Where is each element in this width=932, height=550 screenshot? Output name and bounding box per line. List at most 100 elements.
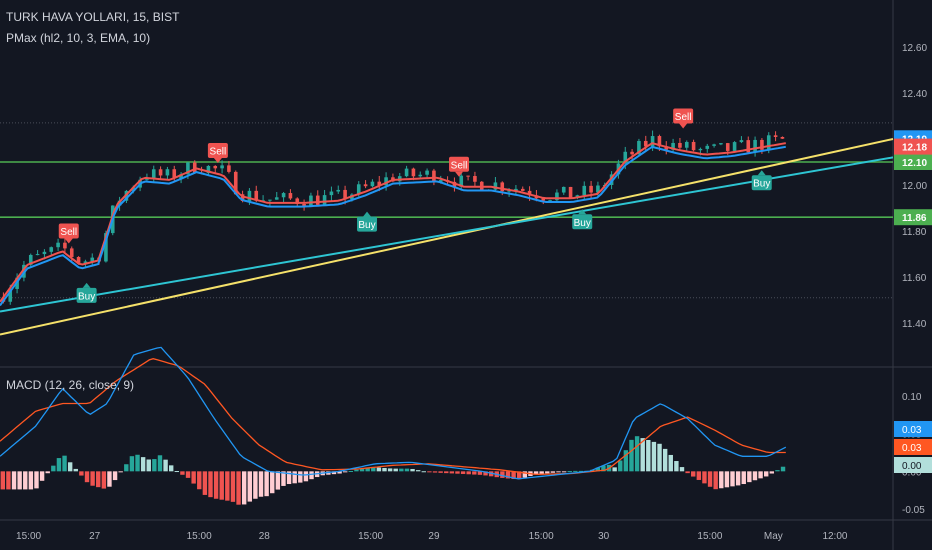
macd-histogram-bar (455, 471, 460, 474)
macd-histogram-bar (309, 471, 314, 480)
candle-body (555, 192, 559, 201)
candle-body (760, 139, 764, 150)
pmax-line (0, 142, 786, 303)
x-tick-label: 15:00 (697, 531, 722, 542)
macd-histogram-bar (438, 471, 443, 473)
candle-body (370, 181, 375, 187)
candle-body (712, 144, 716, 146)
signal-arrow (213, 158, 222, 163)
candle-body (83, 261, 88, 263)
macd-histogram-bar (286, 471, 292, 485)
macd-histogram-bar (376, 467, 382, 472)
macd-histogram-bar (298, 471, 303, 483)
candle-body (76, 256, 81, 263)
macd-histogram-bar (371, 467, 376, 472)
macd-histogram-bar (146, 459, 151, 472)
candle-body (384, 177, 388, 186)
macd-histogram-bar (387, 468, 393, 472)
macd-histogram-bar (618, 460, 623, 472)
candle-body (233, 171, 238, 195)
candle-body (637, 140, 641, 155)
macd-histogram-bar (292, 471, 297, 484)
candle-body (49, 247, 54, 252)
macd-histogram-bar (707, 471, 713, 487)
macd-histogram-bar (45, 471, 50, 474)
macd-histogram-bar (281, 471, 286, 486)
macd-histogram-bar (107, 471, 112, 487)
candle-body (691, 141, 696, 151)
buy-signal-marker: Buy (357, 211, 378, 232)
buy-signal-marker: Buy (76, 282, 97, 303)
signal-box (76, 287, 97, 303)
signal-arrow (82, 282, 91, 288)
macd-histogram-bar (573, 470, 578, 472)
candle-body (664, 146, 669, 150)
macd-histogram-bar (662, 448, 668, 472)
candle-body (589, 185, 593, 193)
macd-histogram-bar (337, 471, 342, 474)
candle-body (500, 182, 505, 192)
x-tick-label: 28 (259, 531, 271, 542)
macd-histogram-bar (236, 471, 241, 505)
candle-body (356, 184, 361, 195)
macd-histogram-bar (719, 471, 724, 489)
macd-histogram-bar (84, 471, 90, 483)
candle-body (582, 185, 587, 196)
macd-histogram-bar (741, 471, 746, 485)
macd-histogram-bar (432, 471, 438, 473)
macd-histogram-bar (758, 471, 763, 479)
candle-body (227, 165, 231, 172)
macd-histogram-bar (135, 454, 140, 472)
candle-body (466, 175, 470, 177)
x-tick-label: 15:00 (529, 531, 554, 542)
signal-box (449, 156, 470, 172)
macd-histogram-bar (67, 462, 73, 472)
macd-histogram-bar (780, 466, 786, 472)
macd-histogram-bar (275, 471, 281, 490)
x-tick-label: 15:00 (187, 531, 212, 542)
macd-histogram-bar (140, 457, 146, 472)
macd-histogram-bar (511, 471, 516, 480)
signal-label: Sell (675, 112, 692, 123)
candle-body (35, 254, 40, 256)
signal-box (207, 143, 228, 158)
macd-histogram-bar (219, 471, 224, 500)
candle-body (363, 184, 368, 187)
candle-body (69, 248, 74, 257)
signal-arrow (363, 211, 372, 217)
candle-body (274, 197, 279, 200)
candle-body (28, 254, 33, 265)
macd-histogram-bar (73, 468, 78, 472)
macd-histogram-bar (157, 455, 163, 472)
macd-histogram-bar (51, 465, 56, 472)
macd-histogram-bar (270, 471, 275, 494)
candle-body (541, 198, 546, 201)
macd-histogram-bar (365, 468, 370, 472)
buy-signal-marker: Buy (751, 170, 772, 191)
macd-y-tick-label: 0.10 (902, 392, 922, 403)
macd-histogram-bar (550, 471, 556, 473)
level-price-tag (894, 209, 932, 226)
indicator-title: PMax (hl2, 10, 3, EMA, 10) (6, 31, 151, 45)
macd-histogram-bar (399, 468, 404, 472)
candle-body (254, 190, 259, 201)
candle-body (42, 251, 47, 255)
candle-body (240, 194, 245, 201)
macd-histogram-bar (197, 471, 202, 490)
sell-signal-marker: Sell (58, 223, 79, 244)
current-price-label: 12.18 (902, 143, 927, 154)
macd-histogram-bar (763, 471, 769, 477)
macd-histogram-bar (657, 443, 662, 472)
candle-body (643, 140, 648, 147)
candle-body (630, 151, 634, 155)
macd-value-label: 0.03 (902, 425, 922, 436)
macd-histogram-bar (129, 456, 135, 472)
macd-value-tag (894, 439, 932, 455)
macd-histogram-bar (769, 471, 775, 474)
macd-histogram-bar (152, 459, 157, 472)
candle-body (719, 143, 723, 145)
y-tick-label: 11.60 (902, 273, 927, 284)
candle-body (568, 186, 573, 198)
candle-body (520, 188, 525, 191)
